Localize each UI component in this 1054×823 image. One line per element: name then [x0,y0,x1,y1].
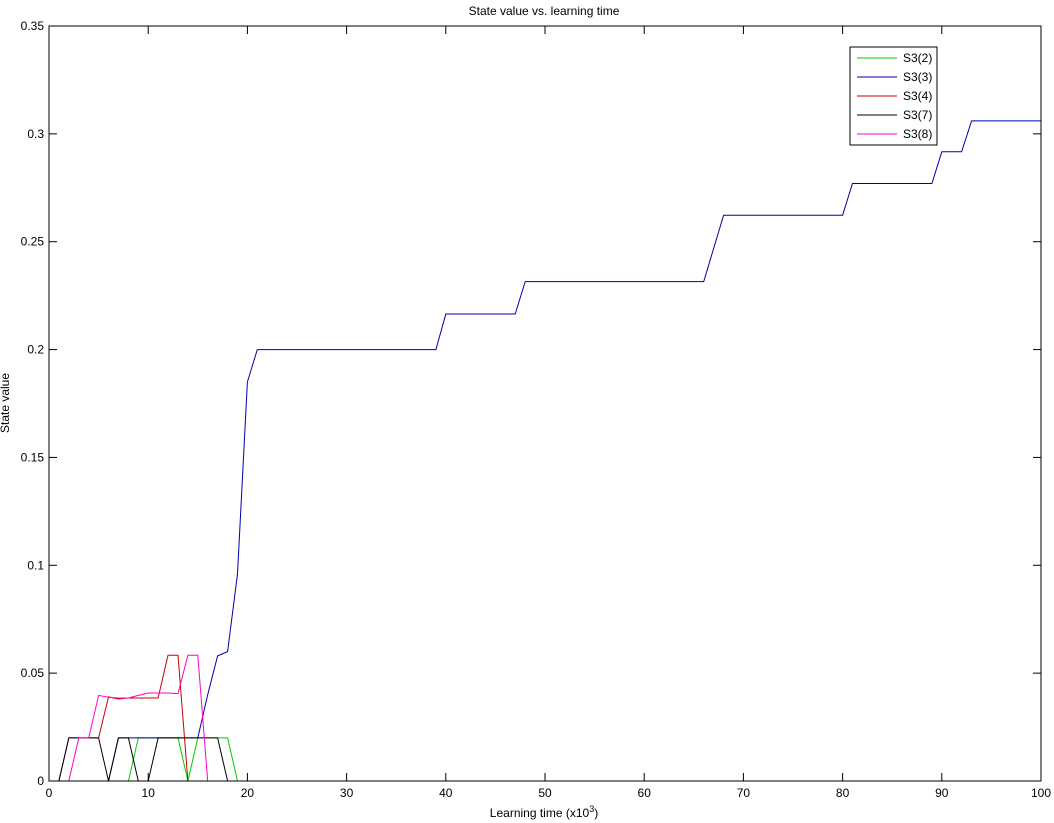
legend-label: S3(4) [903,89,932,103]
x-axis-label-exponent: 3 [589,804,594,814]
y-tick-label: 0.1 [27,558,44,572]
axis-ticks: 0 10 20 30 40 50 60 70 80 90 100 0 0.05 0.1 0.15 0.2 0.2… [21,19,1052,800]
x-axis-label: Learning time (x103) [490,804,598,820]
x-axis-label-suffix: ) [594,806,598,820]
legend-label: S3(8) [903,127,932,141]
legend-label: S3(3) [903,70,932,84]
y-tick-label: 0.2 [27,343,44,357]
x-tick-label: 40 [439,786,453,800]
chart-title: State value vs. learning time [469,4,620,18]
y-tick-label: 0.3 [27,127,44,141]
x-tick-label: 70 [737,786,751,800]
x-tick-label: 100 [1031,786,1051,800]
legend-label: S3(7) [903,108,932,122]
y-tick-label: 0.15 [21,450,45,464]
x-axis-label-main: Learning time (x10 [490,806,590,820]
x-tick-label: 0 [46,786,53,800]
y-tick-label: 0.05 [21,666,45,680]
y-axis-label: State value [0,373,12,433]
x-tick-label: 80 [836,786,850,800]
x-tick-label: 50 [538,786,552,800]
legend: S3(2) S3(3) S3(4) S3(7) S3(8) [849,46,938,146]
plot-frame [48,25,1042,782]
series-line-5 [49,654,1041,782]
x-tick-label: 90 [935,786,949,800]
y-tick-label: 0 [37,774,44,788]
x-tick-label: 10 [142,786,156,800]
x-tick-label: 30 [340,786,354,800]
x-tick-label: 60 [638,786,652,800]
y-tick-label: 0.25 [21,235,45,249]
x-tick-label: 20 [241,786,255,800]
y-tick-label: 0.35 [21,19,45,33]
legend-label: S3(2) [903,51,932,65]
